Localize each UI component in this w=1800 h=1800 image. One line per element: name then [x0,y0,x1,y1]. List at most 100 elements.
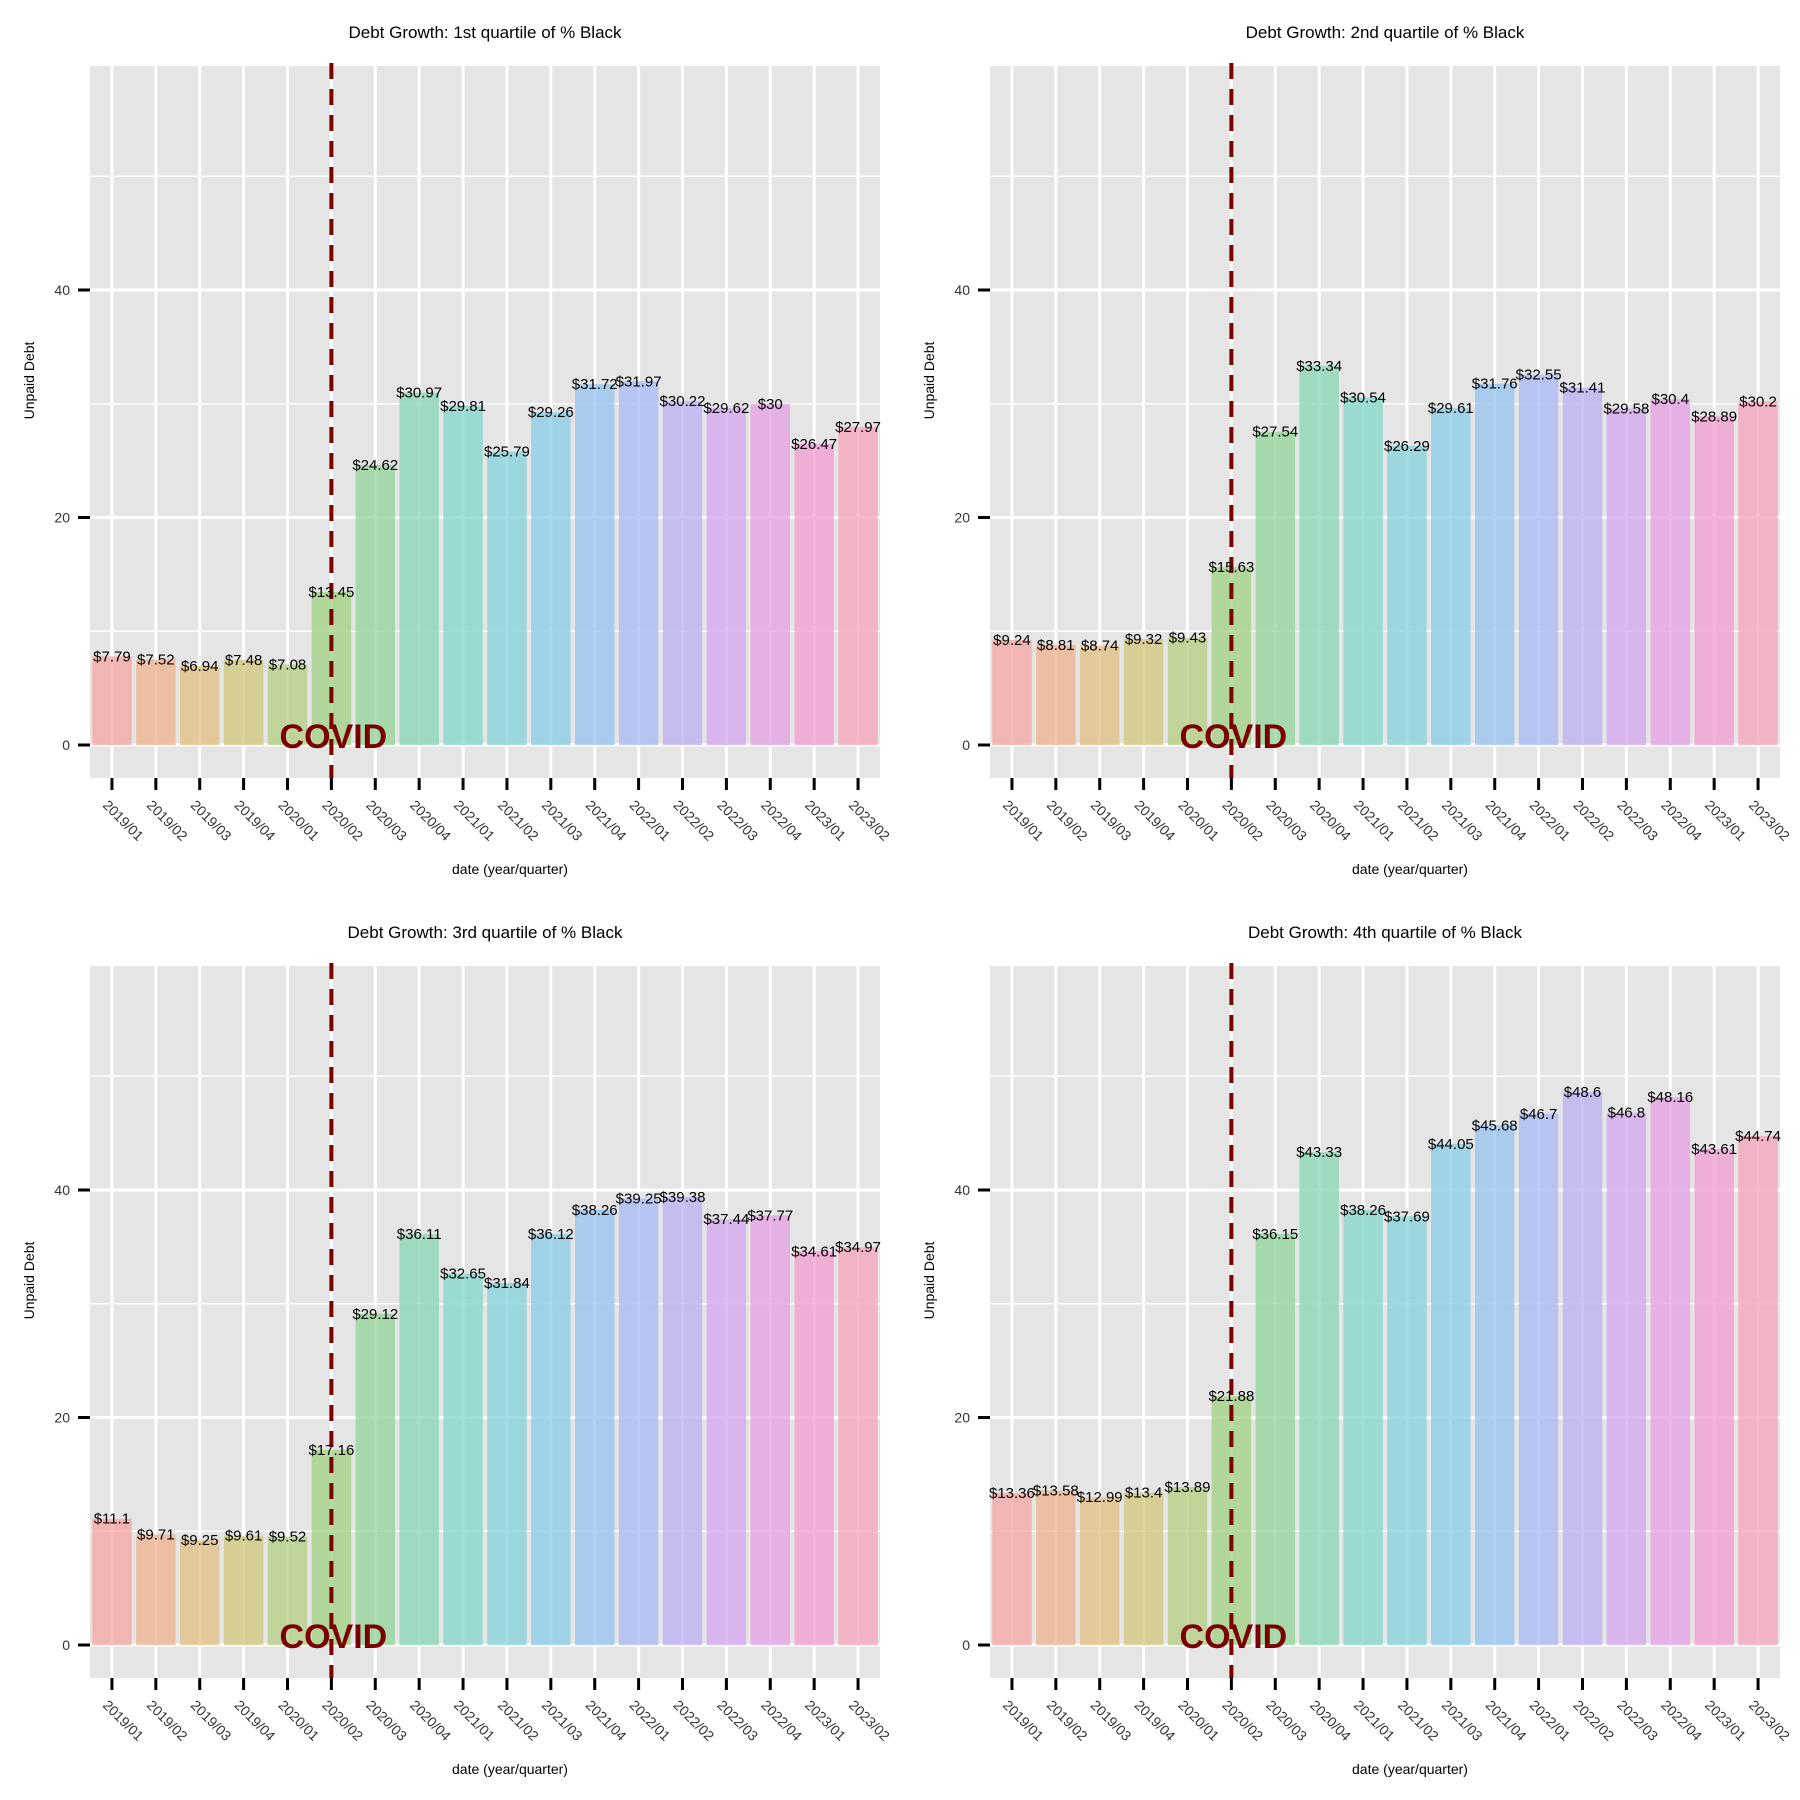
x-tick-label: 2022/04 [1658,1697,1705,1744]
data-label: $21.88 [1208,1388,1254,1405]
x-tick-label: 2023/01 [802,1697,849,1744]
data-label: $13.36 [989,1485,1035,1502]
x-tick-label: 2021/02 [495,1697,542,1744]
x-tick-label: 2019/03 [1088,797,1135,844]
x-tick-label: 2023/02 [1746,1697,1793,1744]
x-tick-label: 2021/03 [539,797,586,844]
y-tick-label: 40 [54,282,70,298]
data-label: $9.24 [993,632,1031,649]
x-tick-label: 2019/02 [1044,1697,1091,1744]
x-tick-label: 2020/04 [407,797,454,844]
data-label: $29.26 [528,404,574,421]
bar-2019-02 [136,659,176,745]
data-label: $12.99 [1077,1489,1123,1506]
bar-2020-03 [355,1313,396,1645]
bar-2021-02 [1387,1216,1427,1645]
bar-2021-03 [1431,1143,1471,1645]
x-tick-label: 2022/03 [1614,1697,1661,1744]
bar-2021-04 [1474,1125,1515,1645]
data-label: $44.74 [1735,1128,1781,1145]
data-label: $30.22 [660,393,706,410]
y-tick-label: 0 [962,737,970,753]
x-tick-label: 2019/04 [1131,1697,1178,1744]
x-tick-label: 2020/03 [1263,1697,1310,1744]
data-label: $46.7 [1520,1106,1558,1123]
data-label: $9.61 [225,1528,263,1545]
covid-annotation: COVID [1180,718,1288,756]
bar-2022-03 [1606,408,1647,745]
bar-2021-01 [1343,397,1383,745]
bar-2021-03 [531,412,571,745]
x-tick-label: 2022/01 [1526,797,1573,844]
y-axis-label: Unpaid Debt [21,1241,37,1319]
x-tick-label: 2020/01 [275,1697,322,1744]
bar-2021-01 [1343,1209,1383,1645]
bar-2023-02 [838,1247,878,1645]
bar-2022-01 [618,381,659,745]
x-tick-label: 2022/02 [1570,1697,1617,1744]
y-tick-label: 0 [962,1637,970,1653]
bar-2020-04 [399,392,439,745]
bar-2020-04 [1299,1152,1339,1645]
data-label: $26.29 [1384,438,1430,455]
x-tick-label: 2023/02 [1746,797,1793,844]
y-axis-label: Unpaid Debt [921,1241,937,1319]
data-label: $8.81 [1037,637,1075,654]
x-tick-label: 2022/02 [670,1697,717,1744]
y-tick-label: 40 [954,1182,970,1198]
bar-2020-01 [1167,637,1208,745]
x-tick-label: 2022/01 [626,797,673,844]
x-tick-label: 2021/02 [1395,797,1442,844]
data-label: $24.62 [352,457,398,474]
bar-2021-01 [443,405,483,745]
bar-2019-03 [179,666,220,745]
bar-2021-03 [1431,408,1471,745]
data-label: $31.41 [1560,380,1606,397]
x-tick-label: 2022/01 [626,1697,673,1744]
data-label: $44.05 [1428,1136,1474,1153]
x-tick-label: 2019/03 [1088,1697,1135,1744]
bar-2022-04 [1650,1097,1691,1645]
bar-2023-01 [794,1251,834,1645]
data-label: $36.12 [528,1226,574,1243]
x-axis-label: date (year/quarter) [1352,1761,1468,1777]
x-tick-label: 2019/02 [1044,797,1091,844]
data-label: $36.15 [1252,1226,1298,1243]
x-tick-label: 2019/04 [1131,797,1178,844]
plot-background [90,963,880,1678]
x-tick-label: 2019/02 [144,797,191,844]
chart-panel-4: Debt Growth: 4th quartile of % Black $13.… [921,923,1793,1777]
data-label: $32.65 [440,1266,486,1283]
bar-2021-04 [574,1209,615,1645]
bar-2023-01 [794,443,834,745]
x-tick-label: 2021/01 [1351,797,1398,844]
data-label: $27.54 [1252,424,1298,441]
bar-2019-04 [223,1535,264,1645]
data-label: $26.47 [791,436,837,453]
x-tick-label: 2020/02 [1219,797,1266,844]
x-tick-label: 2021/03 [1439,797,1486,844]
x-axis-label: date (year/quarter) [452,1761,568,1777]
bar-2019-04 [1123,1492,1164,1645]
data-label: $48.16 [1647,1089,1693,1106]
bar-2020-04 [399,1234,439,1645]
bar-2023-01 [1694,416,1734,745]
chart-panel-2: Debt Growth: 2nd quartile of % Black $9.2… [921,23,1793,877]
bar-2020-04 [1299,365,1339,745]
plot-background [990,963,1780,1678]
chart-title: Debt Growth: 2nd quartile of % Black [1246,23,1525,42]
x-tick-label: 2021/03 [1439,1697,1486,1744]
data-label: $13.89 [1165,1479,1211,1496]
covid-annotation: COVID [1180,1618,1288,1656]
bar-2023-02 [1738,401,1778,745]
y-tick-label: 20 [954,510,970,526]
data-label: $9.43 [1169,630,1207,647]
x-tick-label: 2020/04 [1307,1697,1354,1744]
y-tick-label: 40 [954,282,970,298]
x-tick-label: 2020/03 [1263,797,1310,844]
y-tick-label: 40 [54,1182,70,1198]
x-tick-label: 2019/02 [144,1697,191,1744]
y-tick-label: 0 [62,1637,70,1653]
x-tick-label: 2021/01 [451,797,498,844]
data-label: $37.44 [703,1211,749,1228]
